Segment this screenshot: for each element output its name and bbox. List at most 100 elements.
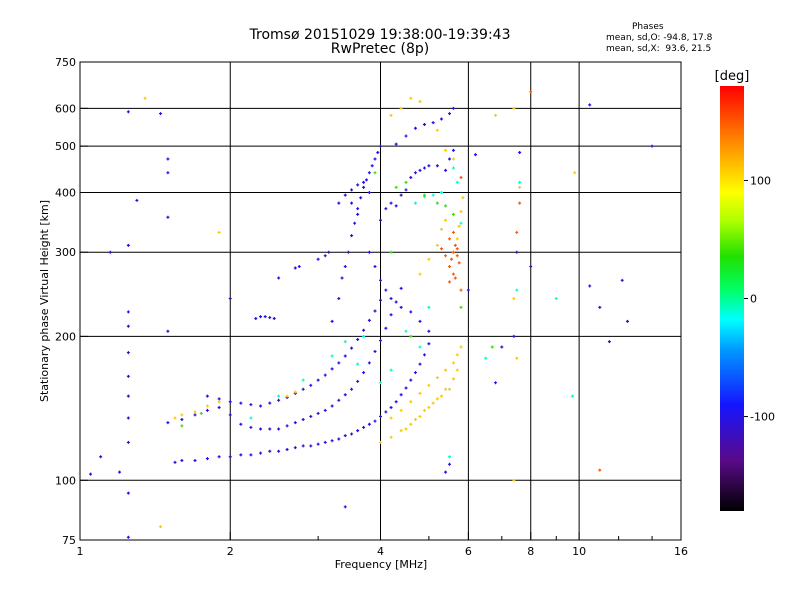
data-point [301, 387, 305, 391]
data-point [205, 457, 209, 461]
data-point [461, 196, 465, 200]
data-point [379, 218, 382, 222]
data-point [217, 397, 221, 401]
data-point [268, 316, 272, 320]
data-point [259, 427, 263, 431]
data-point [484, 356, 488, 360]
data-point [389, 201, 393, 205]
data-point [272, 316, 276, 320]
data-point [356, 183, 360, 187]
data-point [323, 440, 327, 444]
data-point [453, 276, 457, 280]
data-point [239, 453, 243, 457]
x-tick-label: 6 [465, 545, 472, 558]
data-point [427, 342, 431, 346]
colorbar-tick-label: -100 [750, 411, 775, 424]
data-point [444, 368, 448, 372]
data-point [448, 462, 452, 466]
data-point [409, 422, 413, 426]
data-point [389, 435, 393, 439]
data-point [362, 425, 366, 429]
x-tick-label: 1 [77, 545, 84, 558]
data-point [455, 254, 459, 258]
data-point [259, 451, 263, 455]
data-point [367, 190, 371, 194]
data-point [466, 288, 470, 292]
data-point [457, 224, 461, 228]
data-point [285, 394, 289, 398]
colorbar-gradient [720, 86, 744, 511]
data-point [259, 315, 263, 319]
data-point [394, 204, 398, 208]
data-point [518, 201, 522, 205]
data-point [309, 414, 313, 418]
data-point [166, 421, 170, 425]
data-point [323, 254, 327, 258]
data-point [126, 110, 130, 114]
phases-title: Phases [632, 22, 664, 32]
data-point [457, 261, 461, 265]
data-point [340, 276, 344, 280]
data-point [494, 381, 498, 385]
data-point [389, 405, 393, 409]
data-point [444, 204, 448, 208]
data-point [515, 288, 519, 292]
data-point [277, 449, 281, 453]
x-axis-label: Frequency [MHz] [335, 558, 427, 571]
chart-subtitle: RwPretec (8p) [330, 41, 430, 57]
data-point [350, 201, 354, 205]
data-point [205, 394, 209, 398]
data-point [455, 353, 459, 357]
data-point [440, 117, 443, 121]
data-point [159, 112, 163, 116]
data-point [135, 198, 139, 202]
data-point [330, 319, 334, 323]
data-point [435, 164, 439, 168]
data-point [180, 458, 184, 462]
data-point [440, 247, 443, 251]
data-point [173, 416, 177, 420]
data-point [362, 328, 366, 332]
data-point [356, 379, 360, 383]
data-point [512, 106, 516, 110]
data-point [451, 148, 455, 152]
data-point [180, 413, 184, 417]
data-point [301, 418, 305, 422]
data-point [529, 90, 533, 94]
data-point [293, 390, 297, 394]
data-point [515, 250, 519, 254]
data-point [449, 257, 453, 261]
data-point [367, 422, 371, 426]
y-tick-label: 300 [55, 246, 76, 259]
y-tick-label: 100 [55, 474, 76, 487]
data-point [373, 309, 377, 313]
data-point [367, 361, 371, 365]
data-point [309, 383, 313, 387]
data-point [455, 247, 459, 251]
data-point [379, 339, 382, 343]
data-point [399, 193, 403, 197]
data-point [459, 345, 463, 349]
data-point [249, 425, 253, 429]
x-tick-label: 16 [674, 545, 688, 558]
data-point [254, 316, 258, 320]
data-point [330, 367, 334, 371]
data-point [268, 449, 272, 453]
data-point [409, 400, 413, 404]
data-point [373, 265, 377, 269]
data-point [217, 405, 221, 409]
data-point [389, 250, 393, 254]
data-point [228, 413, 232, 417]
data-point [205, 408, 209, 412]
phases-o-stats: mean, sd,O: -94.8, 17.8 [606, 33, 713, 43]
data-point [427, 383, 431, 387]
data-point [356, 338, 360, 342]
data-point [418, 272, 422, 276]
colorbar-tick-label: 100 [750, 174, 771, 187]
data-point [193, 413, 197, 417]
data-point [394, 142, 398, 146]
data-point [512, 297, 516, 301]
data-point [330, 354, 334, 358]
data-point [444, 254, 448, 258]
data-point [448, 455, 452, 459]
